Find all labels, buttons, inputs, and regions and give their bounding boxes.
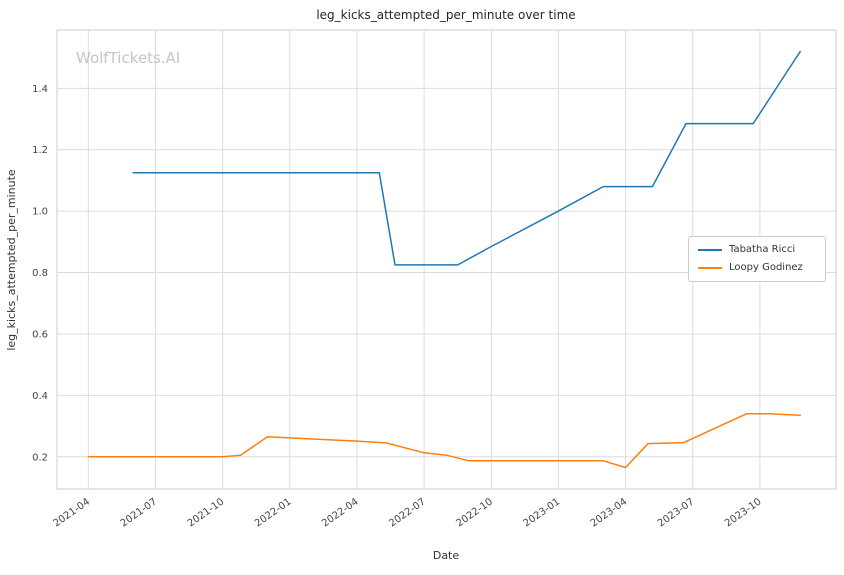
legend-line-sample-blue: [698, 249, 722, 251]
watermark: WolfTickets.AI: [76, 49, 180, 67]
chart-title: leg_kicks_attempted_per_minute over time: [316, 8, 575, 22]
legend-label: Loopy Godinez: [729, 262, 803, 273]
x-tick-label: 2022-01: [253, 496, 294, 529]
y-tick-label: 1.0: [32, 207, 48, 218]
legend-line-sample-orange: [698, 267, 722, 269]
y-axis-label: leg_kicks_attempted_per_minute: [5, 169, 18, 351]
y-tick-labels: 0.2 0.4 0.6 0.8 1.0 1.2 1.4: [32, 84, 48, 463]
y-tick-label: 1.4: [32, 84, 48, 95]
x-tick-label: 2022-07: [387, 496, 428, 529]
x-tick-label: 2021-10: [186, 496, 227, 529]
legend-label: Tabatha Ricci: [729, 244, 796, 255]
x-tick-label: 2023-01: [522, 496, 563, 529]
plot-border: [56, 29, 837, 490]
x-tick-label: 2021-04: [52, 496, 93, 529]
legend-item-loopy-godinez: Loopy Godinez: [698, 263, 816, 273]
x-tick-label: 2023-07: [656, 496, 697, 529]
x-tick-label: 2023-10: [723, 496, 764, 529]
x-tick-labels: 2021-04 2021-07 2021-10 2022-01 2022-04 2022-…: [52, 496, 764, 529]
series-layer: [87, 50, 801, 469]
x-tick-label: 2023-04: [589, 496, 630, 529]
x-tick-label: 2021-07: [119, 496, 160, 529]
x-tick-label: 2022-10: [454, 496, 495, 529]
y-tick-label: 0.2: [32, 452, 48, 463]
y-tick-label: 0.8: [32, 268, 48, 279]
legend: Tabatha Ricci Loopy Godinez: [688, 236, 826, 282]
y-tick-label: 1.2: [32, 145, 48, 156]
x-axis-label: Date: [433, 549, 460, 562]
x-tick-label: 2022-04: [320, 496, 361, 529]
y-tick-label: 0.4: [32, 391, 48, 402]
legend-item-tabatha-ricci: Tabatha Ricci: [698, 245, 816, 255]
series-line-1: [87, 413, 801, 469]
series-line-0: [132, 50, 801, 266]
y-tick-label: 0.6: [32, 329, 48, 340]
